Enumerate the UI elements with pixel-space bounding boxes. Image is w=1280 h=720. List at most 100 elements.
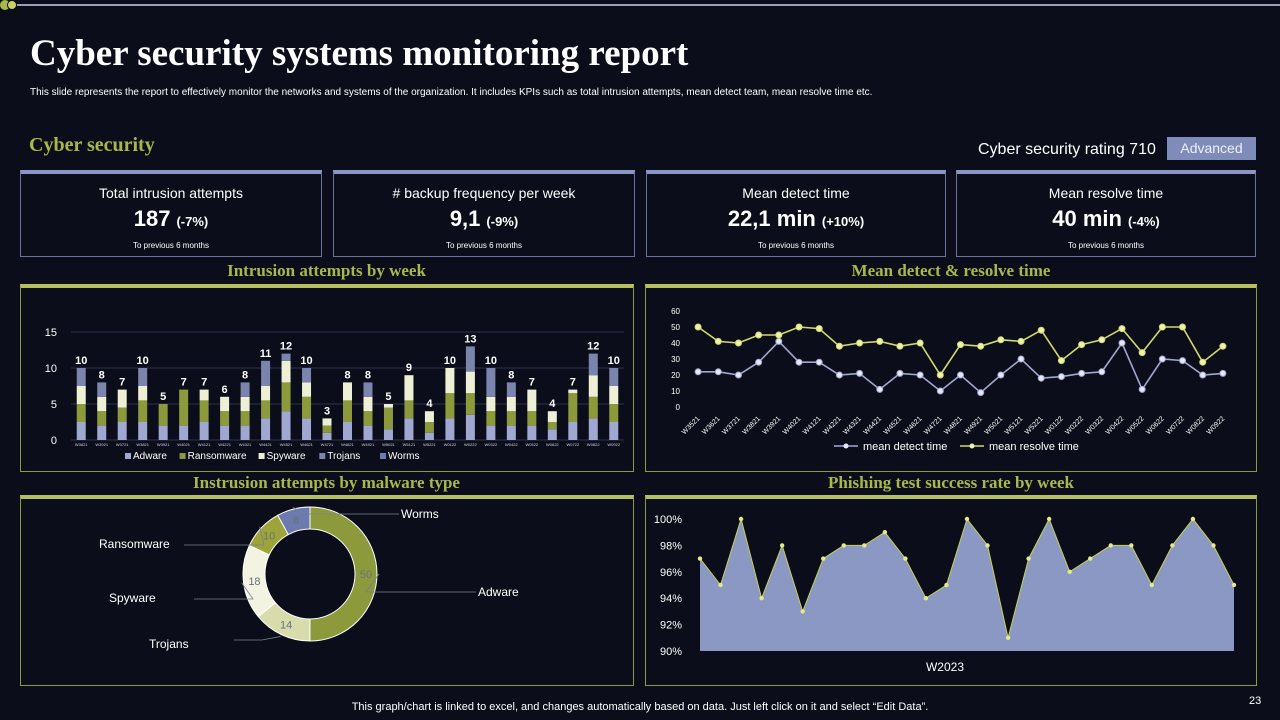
leader-line (365, 573, 476, 593)
slice-value: 18 (248, 576, 260, 588)
page-subtitle: This slide represents the report to effe… (30, 87, 873, 98)
bar-segment (527, 425, 537, 440)
data-point (916, 371, 924, 379)
bar-segment (281, 353, 291, 361)
bar-segment (97, 382, 107, 397)
slice-label: Worms (401, 507, 439, 521)
phishing-chart: 90% 92% 94% 96% 98% 100% W2023 (654, 514, 1237, 674)
data-point (1179, 357, 1187, 365)
x-tick-label: W0122 (444, 442, 457, 447)
bar-segment (281, 382, 291, 412)
kpi-value-row: 22,1 min (+10%) (647, 206, 945, 232)
bar-segment (383, 404, 393, 408)
data-point (997, 336, 1005, 344)
x-tick-label: W4021 (177, 442, 190, 447)
kpi-change: (-9%) (486, 214, 519, 229)
x-tick-label: W5121 (403, 442, 416, 447)
data-point (957, 341, 964, 349)
data-point (1098, 368, 1106, 376)
kpi-change: (+10%) (821, 214, 865, 229)
legend-swatch (380, 453, 386, 459)
data-point (1118, 339, 1126, 347)
bar-segment (281, 411, 291, 440)
bar-segment (158, 404, 168, 426)
data-point (714, 337, 722, 345)
data-point (1046, 516, 1052, 522)
bar-segment (220, 396, 230, 412)
data-label: 6 (222, 384, 228, 396)
data-point (779, 543, 785, 548)
x-tick-label: W4021 (782, 415, 803, 436)
bar-segment (97, 396, 107, 412)
panel-title-malware-type: Instrusion attempts by malware type (193, 473, 460, 492)
x-tick-label: W3721 (116, 442, 129, 447)
data-label: 5 (160, 391, 166, 403)
bar-segment (199, 422, 209, 440)
bar-segment (158, 425, 168, 440)
slice-value: 10 (263, 531, 275, 543)
data-point (1219, 369, 1227, 377)
data-point (957, 371, 964, 379)
data-label: 12 (280, 341, 292, 353)
bar-segment (568, 389, 578, 394)
x-tick-label: W0422 (1105, 415, 1126, 436)
x-tick-label: W0522 (525, 442, 538, 447)
intrusion-week-panel: 0 5 10 15 10 W3821 8 W3921 7 W3721 10 W3821 5 W3921 7 W… (20, 284, 634, 472)
data-label: 10 (137, 355, 149, 367)
data-label: 7 (119, 377, 125, 389)
data-point (916, 339, 924, 347)
bar-segment (261, 400, 271, 419)
kpi-label: Mean resolve time (1048, 185, 1164, 201)
data-point (800, 609, 805, 614)
bar-segment (588, 375, 598, 397)
x-tick-label: W0622 (546, 442, 559, 447)
x-tick-label: W3821 (75, 442, 88, 447)
y-tick-label: 94% (660, 593, 682, 605)
rating-badge: Advanced (1167, 137, 1256, 160)
donut-slice (277, 506, 311, 536)
data-point (896, 369, 904, 377)
bar-segment (547, 411, 557, 422)
data-point (1138, 349, 1146, 357)
bar-segment (97, 411, 107, 426)
bar-segment (547, 422, 557, 430)
legend-swatch (258, 453, 265, 459)
bar-segment (424, 411, 434, 422)
legend-swatch (125, 453, 131, 459)
slice-label: Adware (478, 585, 519, 599)
bar-segment (76, 386, 86, 404)
legend-label: Trojans (327, 451, 360, 462)
x-tick-label: W3721 (721, 415, 742, 436)
data-point (759, 596, 764, 601)
bar-segment (117, 422, 127, 440)
bar-segment (240, 396, 250, 412)
x-tick-label: W4221 (822, 415, 843, 436)
x-tick-label: W0222 (464, 442, 477, 447)
data-point (1129, 543, 1134, 548)
bar-segment (179, 389, 189, 426)
bar-segment (363, 396, 373, 412)
top-rule (0, 0, 1280, 10)
page-number: 23 (1249, 695, 1262, 707)
x-tick-label: W0922 (607, 442, 620, 447)
data-point (1179, 323, 1187, 331)
bar-segment (424, 422, 434, 433)
x-tick-label: W4421 (259, 442, 272, 447)
data-point (856, 339, 864, 347)
x-tick-label: W4821 (341, 442, 354, 447)
footer-note: This graph/chart is linked to excel, and… (351, 701, 929, 713)
bar-segment (343, 400, 352, 422)
bar-segment (424, 432, 434, 440)
x-tick-label: W4721 (321, 442, 334, 447)
data-point (1078, 341, 1086, 349)
bar-segment (588, 396, 598, 419)
y-tick-label: 10 (45, 363, 57, 375)
bar-segment (588, 353, 598, 376)
y-tick-label: 60 (671, 307, 680, 316)
data-point (1037, 326, 1045, 334)
bar-segment (138, 368, 148, 386)
kpi-card-backup: # backup frequency per week 9,1 (-9%) To … (333, 170, 635, 257)
x-tick-label: W5021 (382, 442, 395, 447)
phishing-panel: 90% 92% 94% 96% 98% 100% W2023 (645, 495, 1257, 686)
x-tick-label: W5221 (1024, 415, 1045, 436)
